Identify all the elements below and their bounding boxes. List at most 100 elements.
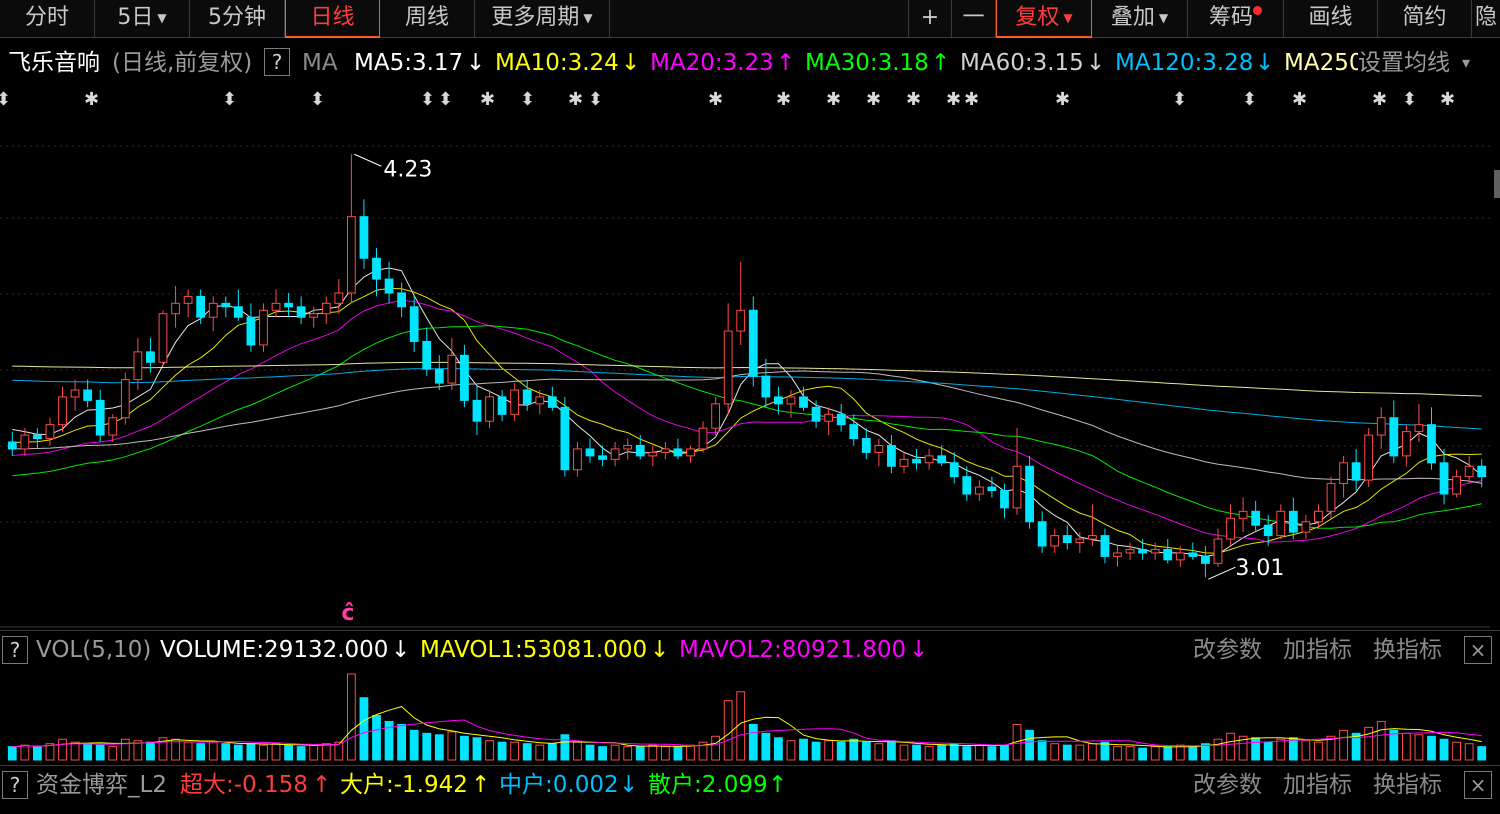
event-arrow-icon[interactable]: ⬍ bbox=[1172, 89, 1188, 110]
switch-indicator-button[interactable]: 换指标 bbox=[1373, 637, 1442, 663]
event-star-icon[interactable]: ✱ bbox=[84, 89, 100, 110]
ma10-line bbox=[12, 287, 1482, 554]
sanhu-value: 散户:2.099 bbox=[648, 772, 768, 798]
event-star-icon[interactable]: ✱ bbox=[826, 89, 842, 110]
candle-body bbox=[422, 340, 432, 370]
ma-label[interactable]: MA bbox=[302, 50, 338, 76]
tab-5day[interactable]: 5日 ▼ bbox=[95, 0, 190, 38]
event-star-icon[interactable]: ✱ bbox=[964, 89, 980, 110]
tab-daily[interactable]: 日线 bbox=[285, 0, 380, 38]
candle-body bbox=[208, 302, 218, 318]
volume-bar bbox=[95, 744, 105, 761]
volume-bar bbox=[271, 743, 281, 761]
volume-bar bbox=[1401, 732, 1411, 761]
volume-bar bbox=[1188, 746, 1198, 761]
tab-more-periods[interactable]: 更多周期 ▼ bbox=[475, 0, 610, 38]
volume-chart[interactable] bbox=[0, 670, 1490, 762]
volume-bar bbox=[1201, 743, 1210, 761]
tab-5min[interactable]: 5分钟 bbox=[190, 0, 285, 38]
volume-bar bbox=[711, 735, 720, 761]
vol-name[interactable]: VOL(5,10) bbox=[36, 637, 152, 663]
volume-bar bbox=[623, 746, 633, 761]
volume-bar bbox=[510, 741, 520, 761]
candle-body bbox=[1012, 465, 1022, 509]
tab-fenshi[interactable]: 分时 bbox=[0, 0, 95, 38]
arrow-down-icon: ↓ bbox=[1255, 50, 1275, 76]
tab-weekly[interactable]: 周线 bbox=[380, 0, 475, 38]
volume-bar bbox=[120, 738, 130, 761]
volume-bar bbox=[1138, 747, 1148, 761]
event-arrow-icon[interactable]: ⬍ bbox=[420, 89, 436, 110]
draw-line-button[interactable]: 画线 bbox=[1284, 0, 1378, 38]
switch-indicator-button[interactable]: 换指标 bbox=[1373, 772, 1442, 798]
candle-body bbox=[535, 396, 545, 405]
event-star-icon[interactable]: ✱ bbox=[480, 89, 496, 110]
volume-bar bbox=[1050, 743, 1060, 761]
event-arrow-icon[interactable]: ⬍ bbox=[222, 89, 238, 110]
event-arrow-icon[interactable]: ⬍ bbox=[1402, 89, 1418, 110]
draw-line-label: 画线 bbox=[1308, 5, 1353, 30]
tab-label: 5分钟 bbox=[208, 5, 266, 30]
event-star-icon[interactable]: ✱ bbox=[708, 89, 724, 110]
side-panel-handle[interactable] bbox=[1494, 170, 1500, 198]
candle-body bbox=[560, 406, 570, 471]
volume-bar bbox=[748, 723, 758, 761]
kline-chart[interactable]: 4.23 3.01 ĉ bbox=[0, 118, 1490, 628]
help-icon[interactable]: ? bbox=[2, 771, 28, 799]
volume-bar bbox=[183, 741, 193, 761]
event-arrow-icon[interactable]: ⬍ bbox=[520, 89, 536, 110]
c-marker: ĉ bbox=[341, 601, 354, 626]
overlay-button[interactable]: 叠加 ▼ bbox=[1092, 0, 1188, 38]
event-star-icon[interactable]: ✱ bbox=[776, 89, 792, 110]
ma-settings-button[interactable]: 设置均线 bbox=[1358, 44, 1456, 82]
caret-down-icon[interactable]: ▾ bbox=[1462, 53, 1471, 72]
event-star-icon[interactable]: ✱ bbox=[906, 89, 922, 110]
event-star-icon[interactable]: ✱ bbox=[1440, 89, 1456, 110]
chip-button[interactable]: 筹码 bbox=[1188, 0, 1284, 38]
help-icon[interactable]: ? bbox=[2, 636, 28, 664]
candle-body bbox=[799, 396, 808, 408]
candle-body bbox=[899, 458, 909, 467]
fund-indicator-name[interactable]: 资金博弈_L2 bbox=[36, 772, 167, 798]
event-star-icon[interactable]: ✱ bbox=[946, 89, 962, 110]
volume-bar bbox=[246, 743, 256, 761]
zoom-in-button[interactable]: + bbox=[908, 0, 952, 38]
candle-body bbox=[874, 444, 884, 453]
event-star-icon[interactable]: ✱ bbox=[1372, 89, 1388, 110]
event-star-icon[interactable]: ✱ bbox=[1055, 89, 1071, 110]
help-icon[interactable]: ? bbox=[264, 48, 290, 76]
add-indicator-button[interactable]: 加指标 bbox=[1283, 772, 1352, 798]
event-star-icon[interactable]: ✱ bbox=[1292, 89, 1308, 110]
candle-body bbox=[1389, 417, 1399, 457]
volume-bar bbox=[836, 741, 846, 761]
event-arrow-icon[interactable]: ⬍ bbox=[310, 89, 326, 110]
mavol2-value: MAVOL2:80921.800 bbox=[679, 637, 907, 663]
volume-bar bbox=[1037, 740, 1047, 761]
candle-body bbox=[460, 354, 469, 401]
event-arrow-icon[interactable]: ⬍ bbox=[0, 89, 12, 110]
event-arrow-icon[interactable]: ⬍ bbox=[438, 89, 454, 110]
event-arrow-icon[interactable]: ⬍ bbox=[1242, 89, 1258, 110]
candle-body bbox=[1401, 431, 1411, 457]
volume-bar bbox=[585, 744, 595, 761]
event-arrow-icon[interactable]: ⬍ bbox=[588, 89, 604, 110]
change-params-button[interactable]: 改参数 bbox=[1193, 772, 1262, 798]
event-star-icon[interactable]: ✱ bbox=[568, 89, 584, 110]
change-params-button[interactable]: 改参数 bbox=[1193, 637, 1262, 663]
hide-button[interactable]: 隐 bbox=[1472, 0, 1500, 38]
volume-bar bbox=[108, 746, 118, 761]
fuquan-button[interactable]: 复权 ▼ bbox=[996, 0, 1092, 38]
candle-body bbox=[774, 396, 783, 405]
close-icon[interactable]: × bbox=[1464, 771, 1492, 799]
add-indicator-button[interactable]: 加指标 bbox=[1283, 637, 1352, 663]
simple-mode-button[interactable]: 简约 bbox=[1378, 0, 1472, 38]
candle-body bbox=[171, 302, 180, 315]
ma60-line bbox=[12, 370, 1482, 484]
ma250-value: MA250 bbox=[1284, 50, 1360, 76]
candle-body bbox=[1125, 548, 1135, 554]
volume-bar bbox=[1000, 744, 1009, 761]
close-icon[interactable]: × bbox=[1464, 636, 1492, 664]
arrow-up-icon: ↑ bbox=[776, 50, 796, 76]
event-star-icon[interactable]: ✱ bbox=[866, 89, 882, 110]
zoom-out-button[interactable]: 一 bbox=[952, 0, 996, 38]
